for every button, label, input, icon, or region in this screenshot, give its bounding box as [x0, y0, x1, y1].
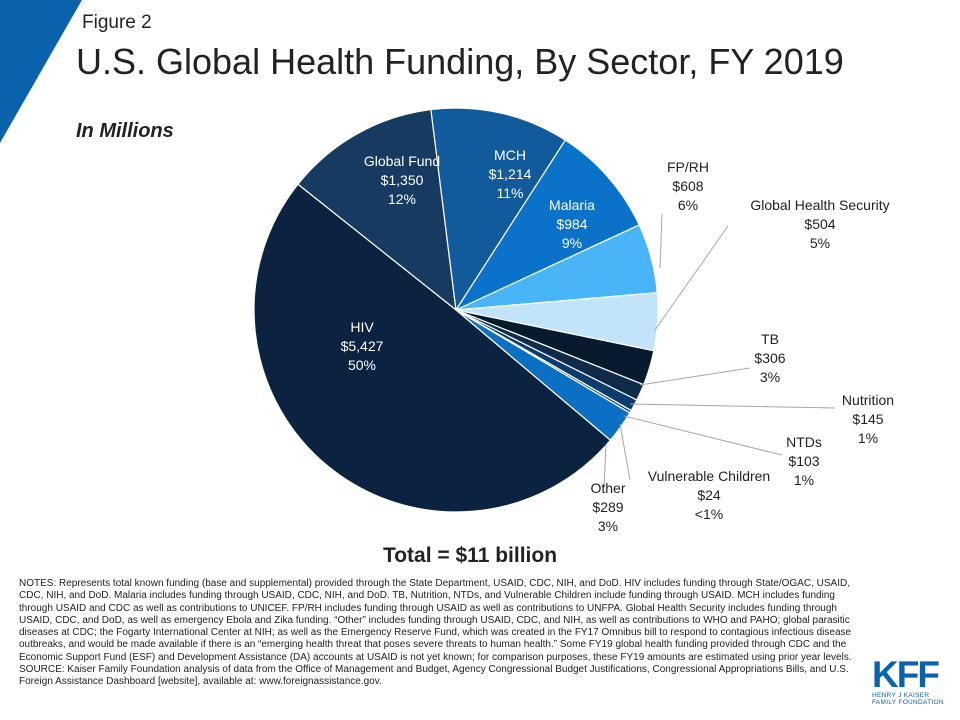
kff-logo: KFF HENRY J KAISER FAMILY FOUNDATION: [872, 654, 950, 706]
corner-accent: [0, 0, 82, 143]
pie-slice-global-fund: [297, 108, 457, 312]
slice-label-hiv: HIV $5,427 50%: [341, 319, 384, 373]
leader-line-vulnerable-children: [619, 423, 631, 481]
logo-line-2: FAMILY FOUNDATION: [872, 699, 944, 706]
slice-label-vulnerable-children: Vulnerable Children $24 <1%: [648, 468, 770, 522]
leader-line-fp-rh: [659, 213, 663, 269]
pie-slice-mch: [430, 107, 567, 312]
slice-label-ntds: NTDs $103 1%: [786, 434, 822, 488]
leader-line-global-health-security: [654, 225, 729, 331]
slice-label-global-health-security: Global Health Security $504 5%: [750, 197, 889, 251]
slice-label-tb: TB $306 3%: [754, 331, 785, 385]
notes-block: NOTES: Represents total known funding (b…: [19, 578, 861, 689]
figure-label: Figure 2: [82, 12, 152, 33]
slice-label-malaria: Malaria $984 9%: [549, 197, 595, 251]
slice-label-other: Other $289 3%: [590, 480, 625, 534]
leader-line-tb: [639, 367, 751, 386]
slice-label-mch: MCH $1,214 11%: [489, 147, 532, 201]
slice-label-nutrition: Nutrition $145 1%: [842, 392, 894, 446]
leader-line-nutrition: [629, 403, 836, 409]
logo-line-1: HENRY J KAISER: [872, 692, 930, 699]
chart-title: U.S. Global Health Funding, By Sector, F…: [76, 41, 844, 82]
pie-slice-hiv: [253, 183, 612, 513]
pie-slice-malaria: [454, 139, 641, 312]
logo-mark: KFF: [872, 654, 940, 695]
slice-label-fp-rh: FP/RH $608 6%: [667, 159, 709, 213]
total-label: Total = $11 billion: [382, 544, 558, 567]
leader-line-ntds: [623, 415, 783, 456]
source-text: SOURCE: Kaiser Family Foundation analysi…: [19, 664, 849, 688]
notes-text: NOTES: Represents total known funding (b…: [19, 578, 852, 663]
pie-chart: Global Fund $1,350 12% MCH $1,214 11% Malaria $…: [253, 107, 894, 534]
leader-line-other: [603, 443, 607, 489]
slice-label-global-fund: Global Fund $1,350 12%: [364, 153, 440, 207]
chart-subtitle: In Millions: [76, 120, 174, 142]
